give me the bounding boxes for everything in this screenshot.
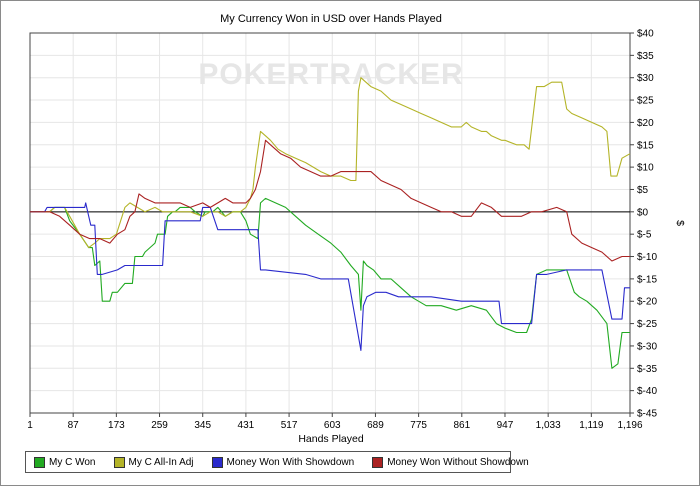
legend-swatch (34, 456, 45, 468)
legend-label: Money Won With Showdown (226, 456, 355, 468)
y-axis-ticks: $40 $35 $30 $25 $20 $15 $10 $5 $0 $-5 $-10 $-15 $-20… (630, 29, 657, 420)
legend-swatch (211, 456, 223, 468)
legend-swatch (372, 456, 384, 468)
y-tick-label: $-15 (637, 274, 657, 285)
x-tick-label: 689 (367, 420, 384, 431)
y-tick-label: $-5 (637, 230, 652, 241)
x-tick-label: 517 (281, 420, 298, 431)
series-line-my-c-all-in-adj (30, 77, 631, 249)
plot-area (29, 32, 631, 414)
y-tick-label: $40 (637, 29, 654, 40)
x-tick-label: 861 (453, 420, 470, 431)
x-tick-label: 603 (324, 420, 341, 431)
y-tick-label: $-20 (637, 297, 657, 308)
series-lines (30, 77, 631, 369)
chart-legend: My C Won My C All-In Adj Money Won With … (25, 451, 529, 473)
y-tick-label: $-35 (637, 364, 657, 375)
x-tick-label: 259 (151, 420, 168, 431)
legend-swatch (113, 456, 125, 468)
y-tick-label: $10 (637, 163, 654, 174)
y-tick-label: $30 (637, 73, 654, 84)
y-tick-label: $-30 (637, 341, 657, 352)
legend-label: My C All-In Adj (128, 456, 194, 468)
y-tick-label: $-25 (637, 319, 657, 330)
legend-item-money-won-without-showdown: Money Won Without Showdown (372, 456, 529, 468)
x-tick-label: 173 (108, 420, 125, 431)
y-tick-label: $0 (637, 207, 649, 218)
legend-item-money-won-with-showdown: Money Won With Showdown (211, 456, 355, 468)
series-line-money-won-without-showdown (30, 139, 630, 262)
x-tick-label: 1,196 (617, 420, 642, 431)
x-tick-label: 1,119 (579, 420, 604, 431)
y-tick-label: $-10 (637, 252, 657, 263)
x-tick-label: 1 (27, 420, 33, 431)
x-tick-label: 345 (194, 420, 211, 431)
legend-item-my-c-all-in-adj: My C All-In Adj (113, 456, 194, 468)
y-tick-label: $5 (637, 185, 649, 196)
y-tick-label: $35 (637, 51, 654, 62)
watermark: POKERTRACKER (198, 58, 463, 91)
chart-title: My Currency Won in USD over Hands Played (220, 13, 442, 25)
x-axis-label: Hands Played (298, 433, 364, 445)
series-line-money-won-with-showdown (30, 202, 630, 351)
y-tick-label: $15 (637, 140, 654, 151)
y-tick-label: $-45 (637, 409, 657, 420)
y-tick-label: $25 (637, 96, 654, 107)
x-tick-label: 87 (68, 420, 80, 431)
y-axis-label: $ (674, 220, 686, 226)
y-tick-label: $20 (637, 118, 654, 129)
series-line-my-c-won (30, 197, 630, 369)
x-tick-label: 431 (238, 420, 255, 431)
x-axis-ticks: 1 87 173 259 345 431 517 603 689 775 861 947 1,033 1,… (27, 413, 643, 431)
legend-item-my-c-won: My C Won (34, 456, 96, 468)
grid-lines (30, 33, 630, 413)
x-tick-label: 947 (497, 420, 514, 431)
legend-label: Money Won Without Showdown (387, 456, 529, 468)
legend-label: My C Won (49, 456, 96, 468)
x-tick-label: 775 (410, 420, 427, 431)
x-tick-label: 1,033 (536, 420, 561, 431)
y-tick-label: $-40 (637, 386, 657, 397)
